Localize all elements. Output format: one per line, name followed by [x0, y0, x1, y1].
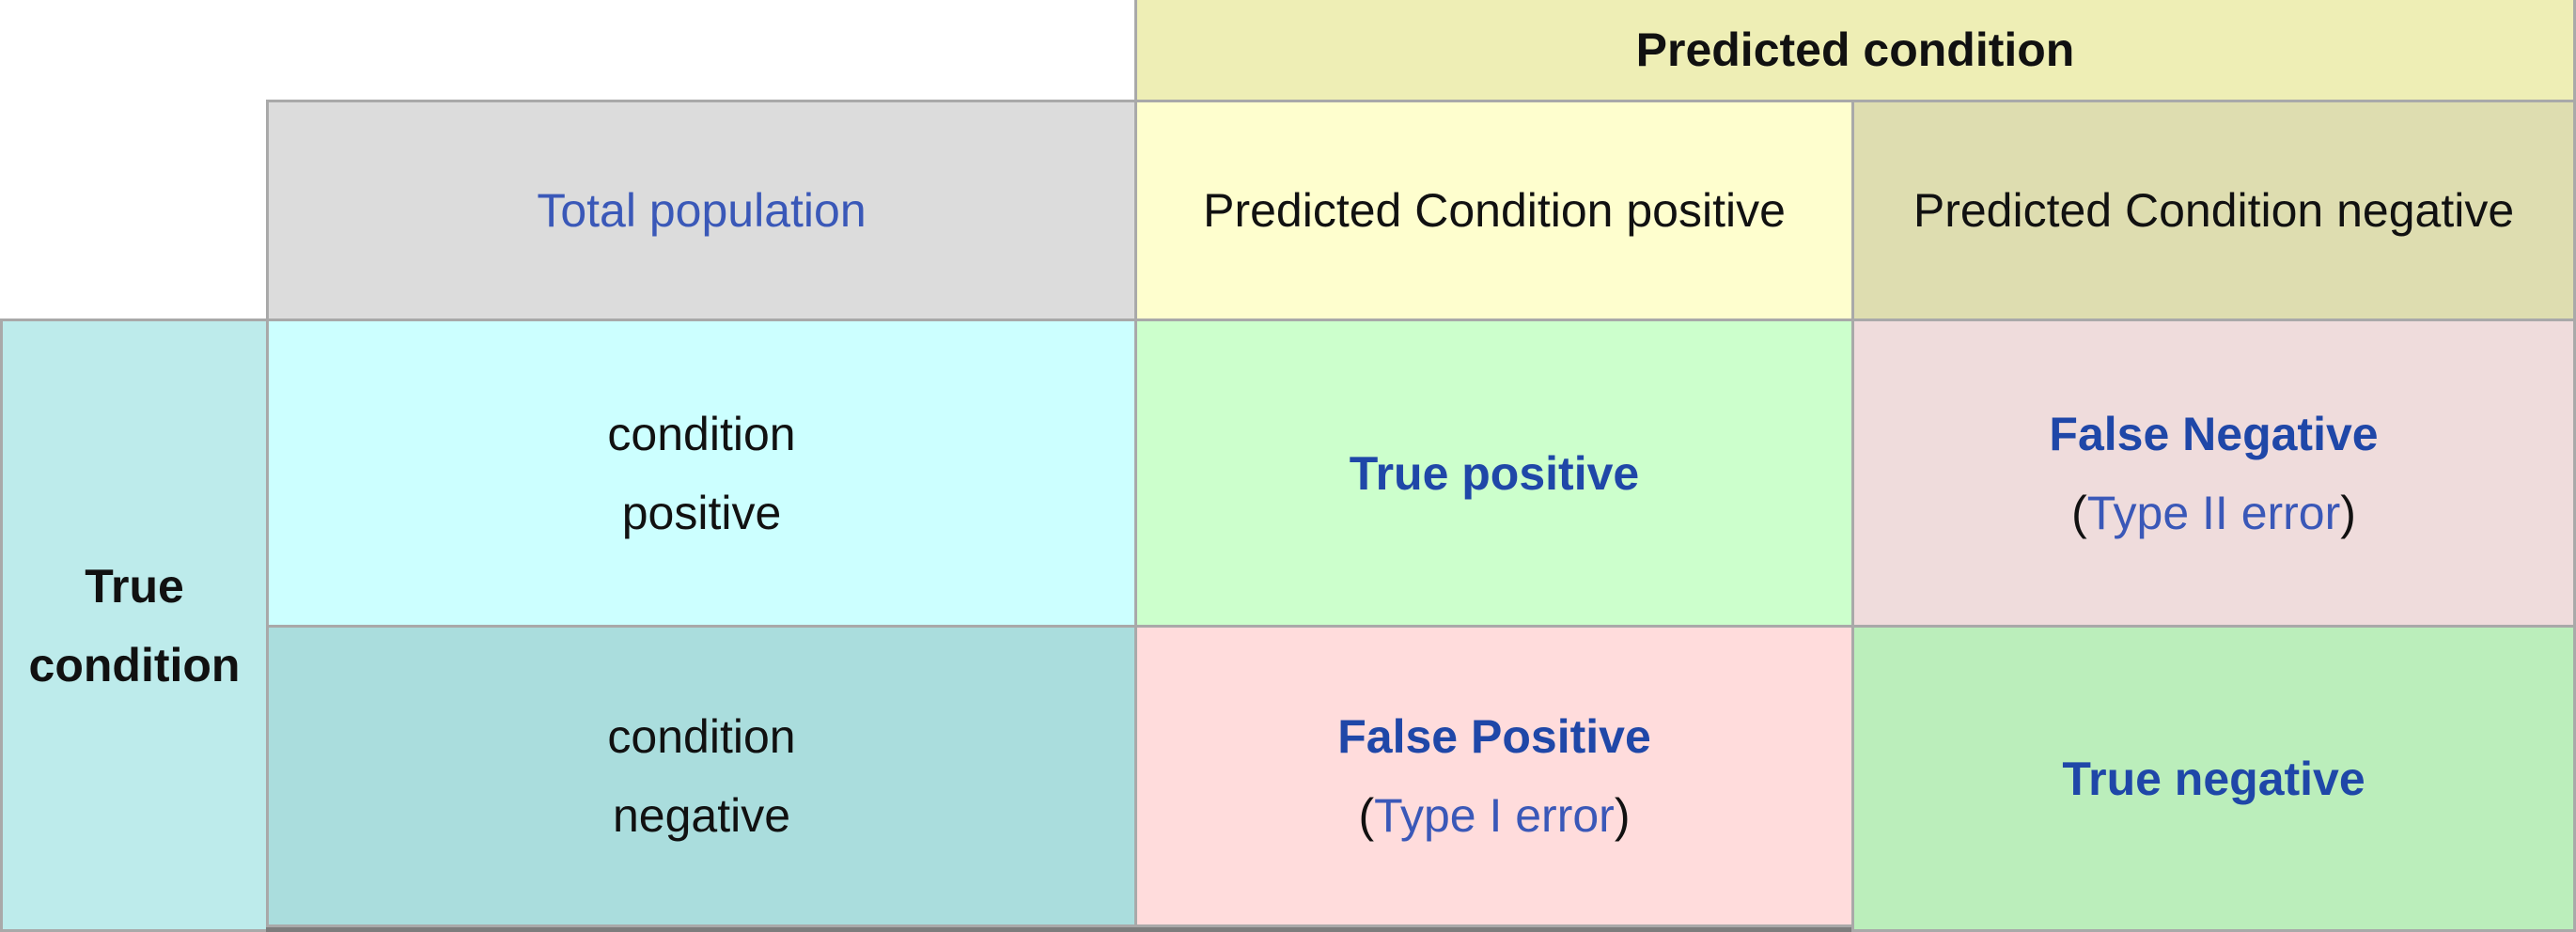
paren-open: ( — [1358, 789, 1375, 842]
type-ii-error-link[interactable]: Type II error — [2086, 486, 2341, 539]
predicted-positive-header: Predicted Condition positive — [1134, 100, 1854, 321]
true-positive-link[interactable]: True positive — [1349, 446, 1640, 500]
condition-positive-line1: condition — [607, 407, 796, 460]
true-condition-header: True condition — [0, 318, 269, 932]
false-positive-cell: False Positive (Type I error) — [1134, 625, 1854, 927]
condition-negative-header: condition negative — [266, 625, 1137, 927]
false-negative-link[interactable]: False Negative — [2049, 407, 2379, 460]
true-condition-line1: True — [85, 559, 184, 613]
paren-close: ) — [2340, 486, 2356, 539]
predicted-condition-label: Predicted condition — [1635, 23, 2075, 76]
false-negative-cell: False Negative (Type II error) — [1851, 318, 2576, 628]
condition-positive-line2: positive — [621, 486, 782, 539]
predicted-negative-label: Predicted Condition negative — [1912, 184, 2515, 237]
true-positive-cell: True positive — [1134, 318, 1854, 628]
true-condition-line2: condition — [28, 638, 241, 691]
false-negative-type-line: (Type II error) — [2071, 474, 2356, 552]
predicted-positive-label: Predicted Condition positive — [1203, 184, 1786, 237]
false-positive-type-line: (Type I error) — [1359, 776, 1631, 855]
predicted-condition-header: Predicted condition — [1134, 0, 2576, 102]
condition-positive-header: condition positive — [266, 318, 1137, 628]
predicted-negative-header: Predicted Condition negative — [1851, 100, 2576, 321]
condition-negative-line2: negative — [612, 789, 791, 842]
total-population-link[interactable]: Total population — [537, 184, 866, 237]
total-population-cell: Total population — [266, 100, 1137, 321]
type-i-error-link[interactable]: Type I error — [1374, 789, 1615, 842]
true-negative-cell: True negative — [1851, 625, 2576, 932]
paren-close: ) — [1614, 789, 1631, 842]
true-negative-link[interactable]: True negative — [2062, 752, 2365, 805]
condition-negative-line1: condition — [607, 710, 796, 763]
false-positive-link[interactable]: False Positive — [1337, 710, 1651, 763]
paren-open: ( — [2071, 486, 2087, 539]
